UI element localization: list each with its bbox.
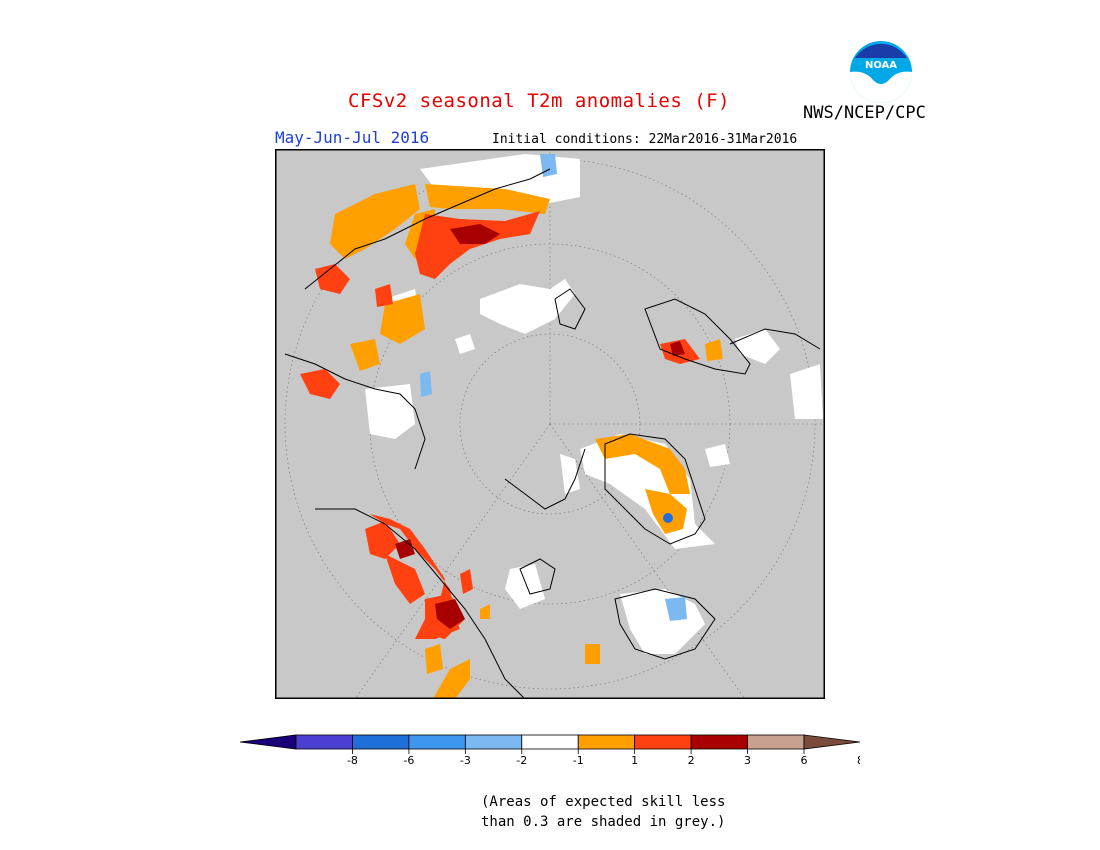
skill-note-line-1: (Areas of expected skill less <box>481 794 726 810</box>
legend-color-box <box>295 734 353 750</box>
logo-text: NOAA <box>865 60 897 71</box>
legend-tick-label: 6 <box>801 754 808 767</box>
legend-tick-label: -6 <box>403 754 414 767</box>
polar-anomaly-map <box>275 149 825 699</box>
legend-tick-label: 2 <box>688 754 695 767</box>
forecast-period: May-Jun-Jul 2016 <box>275 128 430 147</box>
anomaly-minus-regions <box>420 154 687 621</box>
noaa-logo: NOAA <box>850 41 912 103</box>
skill-note-line-2: than 0.3 are shaded in grey.) <box>481 814 726 830</box>
legend-tick-label: -8 <box>347 754 358 767</box>
legend-color-box <box>521 734 579 750</box>
legend-color-box <box>634 734 692 750</box>
graticule <box>284 149 825 699</box>
near-normal-regions <box>365 154 823 654</box>
legend-arrow-high <box>803 734 860 750</box>
initial-conditions: Initial conditions: 22Mar2016-31Mar2016 <box>492 132 798 147</box>
legend-tick-label: 1 <box>631 754 638 767</box>
color-scale-legend: -8 -6 -3 -2 -1 1 2 3 6 8 <box>240 734 860 767</box>
legend-tick-label: 3 <box>744 754 751 767</box>
legend-tick-label: -3 <box>460 754 471 767</box>
organization-label: NWS/NCEP/CPC <box>803 103 926 123</box>
legend-color-box <box>577 734 636 750</box>
map-frame <box>275 149 825 699</box>
legend-color-box <box>747 734 805 750</box>
legend-color-box <box>352 734 410 750</box>
map-title: CFSv2 seasonal T2m anomalies (F) <box>348 90 731 112</box>
legend-color-box <box>464 734 523 750</box>
anomaly-plus3-regions <box>395 224 685 629</box>
skill-note: (Areas of expected skill less than 0.3 a… <box>481 792 725 832</box>
legend-color-box <box>690 734 748 750</box>
legend-tick-label: 8 <box>857 754 860 767</box>
legend-arrow-low <box>240 734 297 750</box>
anomaly-plus1-regions <box>330 184 723 699</box>
legend-color-box <box>408 734 466 750</box>
legend-tick-label: -2 <box>516 754 527 767</box>
coastlines <box>284 168 821 699</box>
legend-tick-label: -1 <box>573 754 584 767</box>
